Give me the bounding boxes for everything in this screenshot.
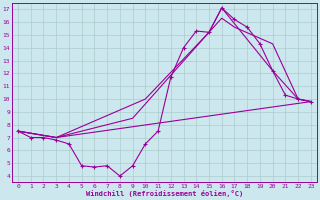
X-axis label: Windchill (Refroidissement éolien,°C): Windchill (Refroidissement éolien,°C) [86, 190, 243, 197]
